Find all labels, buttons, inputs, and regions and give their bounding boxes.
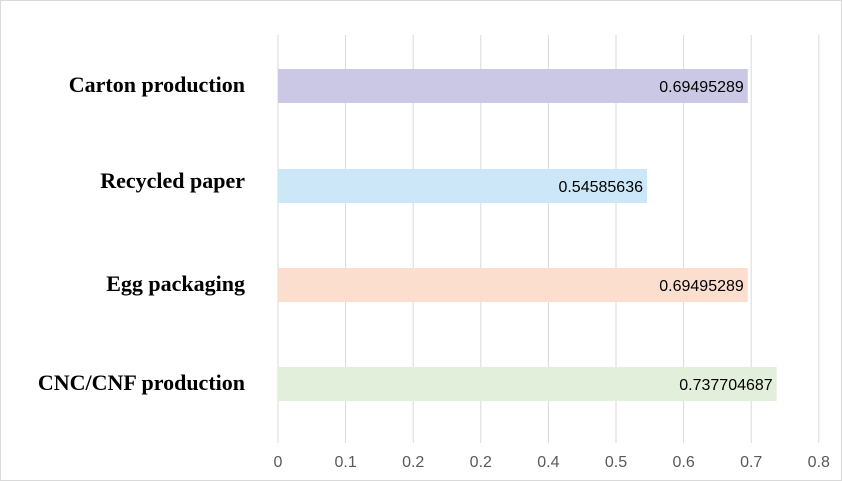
category-label: Carton production: [69, 72, 245, 97]
x-tick-label: 0.6: [672, 454, 694, 471]
x-tick-label: 0: [274, 454, 283, 471]
bar: [278, 169, 647, 203]
bar: [278, 268, 748, 302]
category-label: Recycled paper: [100, 168, 245, 193]
x-tick-label: 0.1: [334, 454, 356, 471]
data-label: 0.69495289: [659, 278, 744, 295]
bar: [278, 367, 777, 401]
x-tick-label: 0.5: [605, 454, 627, 471]
x-tick-label: 0.2: [470, 454, 492, 471]
x-tick-label: 0.4: [537, 454, 559, 471]
bars: 0.69495289 0.54585636 0.69495289 0.73770468…: [278, 69, 777, 401]
category-labels: Carton production Recycled paper Egg packa…: [38, 72, 245, 395]
data-label: 0.69495289: [659, 79, 744, 96]
data-label: 0.54585636: [558, 179, 643, 196]
x-tick-label: 0.7: [740, 454, 762, 471]
x-tick-label: 0.8: [808, 454, 830, 471]
category-label: Egg packaging: [106, 271, 245, 296]
x-axis-ticks: 0 0.1 0.2 0.2 0.4 0.5 0.6 0.7 0.8: [274, 454, 830, 471]
category-label: CNC/CNF production: [38, 370, 245, 395]
x-tick-label: 0.2: [402, 454, 424, 471]
data-label: 0.737704687: [679, 377, 773, 394]
bar: [278, 69, 748, 103]
